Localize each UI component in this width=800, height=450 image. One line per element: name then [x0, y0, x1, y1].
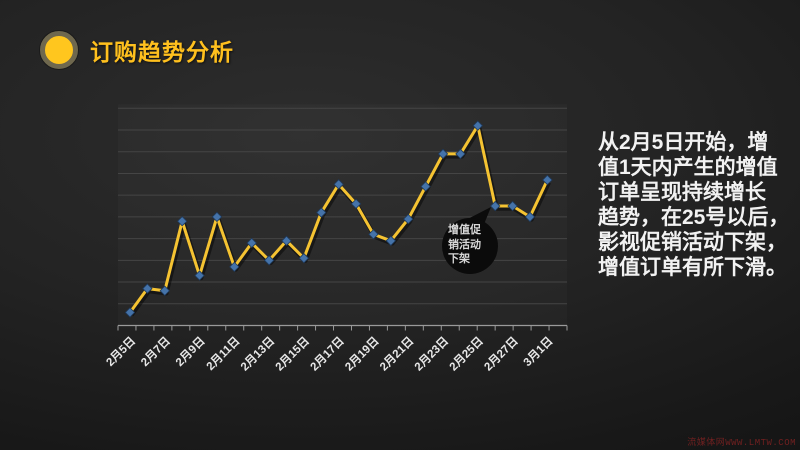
data-point-marker — [455, 148, 466, 160]
x-axis-label: 2月5日 — [104, 334, 139, 369]
callout-bubble — [442, 218, 498, 274]
data-point-marker — [542, 174, 553, 186]
data-point-marker — [177, 216, 188, 227]
x-axis-label: 2月27日 — [482, 334, 521, 373]
x-axis-label: 2月13日 — [238, 334, 277, 373]
x-axis-label: 3月1日 — [521, 334, 556, 369]
x-axis-label: 2月11日 — [204, 334, 243, 373]
data-point-marker — [298, 253, 310, 264]
data-point-marker — [142, 283, 153, 294]
data-point-marker — [159, 285, 170, 296]
data-point-marker — [420, 181, 431, 192]
data-point-marker — [194, 270, 205, 281]
data-point-marker — [281, 235, 292, 246]
x-axis-label: 2月23日 — [412, 334, 451, 373]
data-point-marker — [211, 211, 223, 223]
data-point-marker — [229, 261, 240, 273]
slide-title: 订购趋势分析 — [90, 39, 234, 65]
watermark-text: 流媒体网WWW.LMTW.COM — [687, 438, 796, 448]
data-point-marker — [316, 207, 327, 218]
x-axis-label: 2月9日 — [173, 334, 208, 369]
x-axis-label: 2月15日 — [273, 334, 312, 373]
data-point-marker — [437, 148, 449, 160]
data-point-marker — [333, 179, 344, 190]
data-point-marker — [385, 235, 397, 246]
data-point-marker — [507, 200, 518, 212]
callout-bubble-text: 增值促 销活动 下架 — [448, 224, 481, 265]
x-axis-label: 2月19日 — [343, 334, 382, 373]
plot-area — [118, 104, 567, 325]
data-point-marker — [124, 307, 136, 318]
annotation-text: 从2月5日开始，增 值1天内产生的增值 订单呈现持续增长 趋势，在25号以后， … — [598, 131, 790, 279]
data-point-marker — [472, 120, 483, 131]
data-point-marker — [246, 237, 257, 249]
data-point-marker — [368, 229, 379, 240]
x-axis-label: 2月25日 — [447, 334, 486, 373]
x-axis-label: 2月21日 — [377, 334, 416, 373]
data-point-marker — [403, 213, 414, 225]
data-point-marker — [490, 200, 501, 212]
data-point-marker — [263, 255, 275, 266]
data-point-marker — [350, 198, 362, 210]
x-axis-label: 2月7日 — [138, 334, 173, 369]
data-point-marker — [524, 211, 536, 223]
title-bullet-icon — [40, 31, 78, 69]
x-axis-label: 2月17日 — [308, 334, 347, 373]
